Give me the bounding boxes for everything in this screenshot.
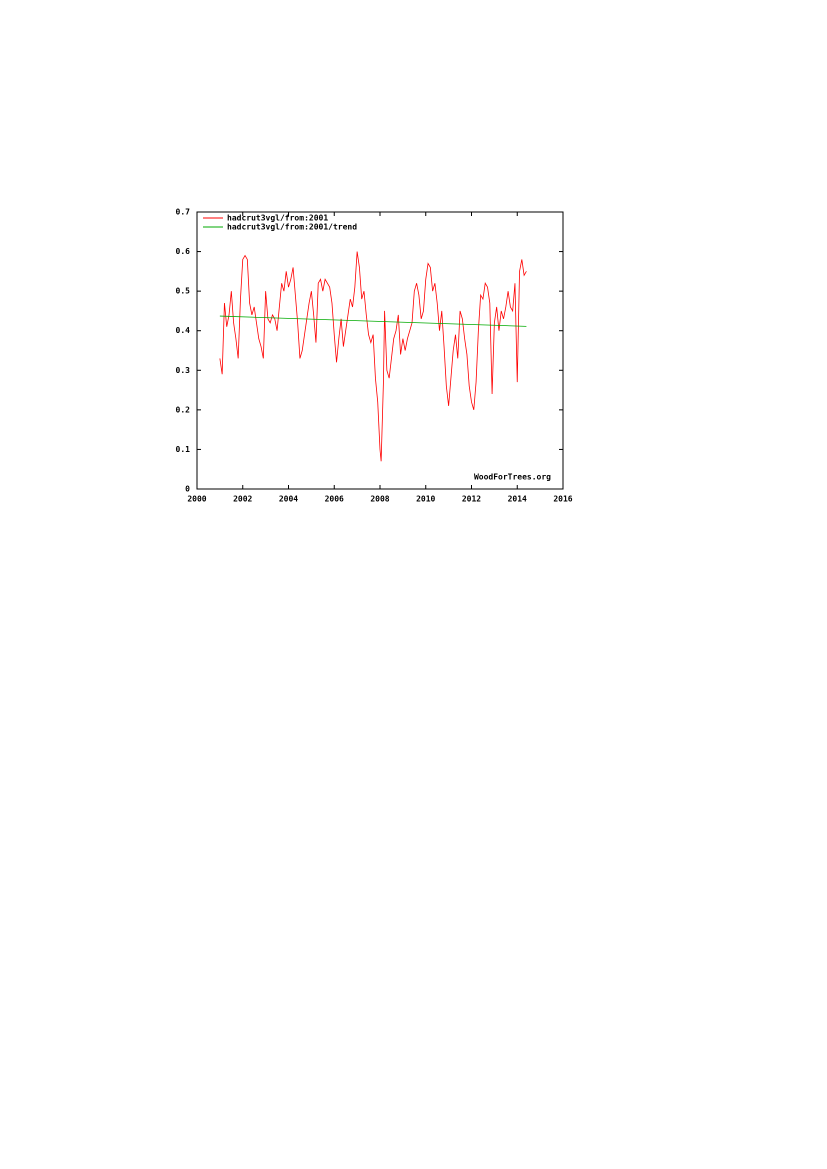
x-tick-label: 2008 [370, 495, 389, 504]
x-tick-label: 2016 [553, 495, 572, 504]
y-tick-label: 0.6 [176, 247, 191, 256]
x-tick-label: 2012 [462, 495, 481, 504]
series-line [219, 315, 527, 327]
series-line [219, 251, 527, 462]
y-tick-label: 0.5 [176, 287, 191, 296]
x-tick-label: 2006 [325, 495, 344, 504]
x-tick-label: 2000 [187, 495, 206, 504]
legend-label: hadcrut3vgl/from:2001/trend [227, 223, 357, 232]
y-tick-label: 0.4 [176, 326, 191, 335]
y-tick-label: 0.1 [176, 445, 191, 454]
x-tick-label: 2002 [233, 495, 252, 504]
y-tick-label: 0.7 [176, 208, 191, 217]
y-tick-label: 0.2 [176, 405, 191, 414]
x-tick-label: 2014 [508, 495, 527, 504]
x-tick-label: 2010 [416, 495, 435, 504]
x-tick-label: 2004 [279, 495, 298, 504]
annotation: WoodForTrees.org [474, 473, 551, 482]
legend-label: hadcrut3vgl/from:2001 [227, 214, 328, 223]
y-tick-label: 0.3 [176, 366, 191, 375]
y-tick-label: 0 [185, 485, 190, 494]
